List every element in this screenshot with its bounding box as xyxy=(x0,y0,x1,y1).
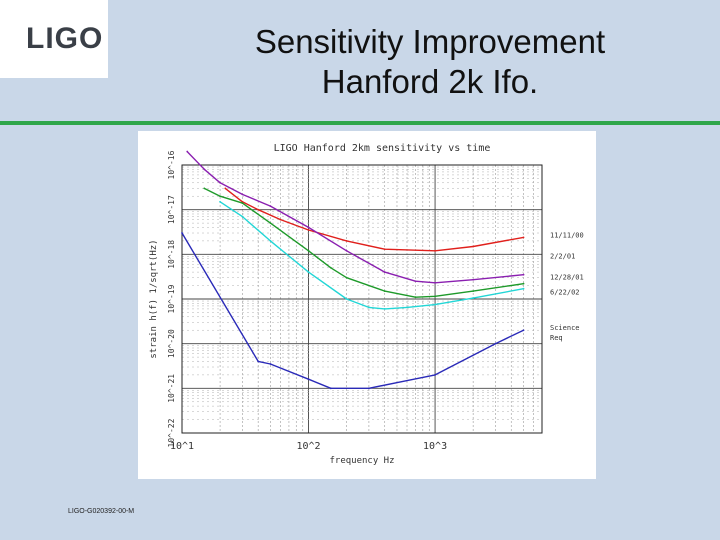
series-point-science-req xyxy=(522,329,525,332)
series-label: Req xyxy=(550,334,563,342)
series-point-11-11-00 xyxy=(307,229,310,231)
series-point-2-2-01 xyxy=(434,281,436,284)
series-point-12-28-01 xyxy=(472,290,475,293)
series-point-2-2-01 xyxy=(186,150,189,153)
series-point-11-11-00 xyxy=(472,245,475,248)
series-point-6-22-02 xyxy=(406,306,408,309)
series-point-6-22-02 xyxy=(241,215,244,218)
series-label: 12/28/01 xyxy=(550,274,584,282)
series-point-12-28-01 xyxy=(414,296,417,299)
series-label: 2/2/01 xyxy=(550,253,575,261)
series-point-6-22-02 xyxy=(368,306,370,309)
series-label: Science xyxy=(550,324,580,332)
series-point-6-22-02 xyxy=(472,297,475,299)
series-point-science-req xyxy=(257,360,260,363)
series-point-2-2-01 xyxy=(345,249,348,252)
chart-panel: LIGO Hanford 2km sensitivity vs time 10^1… xyxy=(138,131,596,479)
series-point-6-22-02 xyxy=(269,239,272,242)
series-point-11-11-00 xyxy=(257,208,260,211)
title-divider xyxy=(0,121,720,125)
y-tick-label: 10^-22 xyxy=(167,418,176,447)
chart-title: LIGO Hanford 2km sensitivity vs time xyxy=(274,143,491,154)
series-point-science-req xyxy=(434,373,436,376)
series-point-6-22-02 xyxy=(219,200,221,203)
series-point-12-28-01 xyxy=(329,266,332,269)
y-tick-label: 10^-20 xyxy=(167,329,176,358)
series-point-12-28-01 xyxy=(203,187,206,190)
series-point-11-11-00 xyxy=(383,248,386,251)
title-line-1: Sensitivity Improvement xyxy=(254,23,606,60)
series-point-12-28-01 xyxy=(241,202,244,205)
series-point-2-2-01 xyxy=(219,181,221,184)
series-point-12-28-01 xyxy=(522,282,525,285)
ligo-logo: LIGO xyxy=(26,22,104,55)
x-axis-label: frequency Hz xyxy=(329,456,394,466)
series-point-2-2-01 xyxy=(241,193,244,196)
series-point-2-2-01 xyxy=(522,273,525,276)
series-point-2-2-01 xyxy=(203,168,206,171)
series-point-science-req xyxy=(307,378,310,381)
series-point-2-2-01 xyxy=(414,280,417,283)
series-line-11-11-00 xyxy=(224,187,524,252)
series-label: 11/11/00 xyxy=(550,231,584,239)
y-tick-label: 10^-18 xyxy=(167,240,176,269)
slide-title: Sensitivity Improvement Hanford 2k Ifo. xyxy=(170,22,690,102)
series-point-11-11-00 xyxy=(434,249,436,252)
series-label: 6/22/02 xyxy=(550,289,580,297)
series-point-science-req xyxy=(181,232,183,234)
document-id: LIGO-G020392-00-M xyxy=(68,508,135,515)
series-point-12-28-01 xyxy=(383,290,386,293)
series-point-11-11-00 xyxy=(224,187,227,190)
series-point-6-22-02 xyxy=(434,303,436,306)
series-point-6-22-02 xyxy=(307,271,310,274)
series-point-science-req xyxy=(368,387,370,390)
series-point-11-11-00 xyxy=(522,236,525,239)
series-point-science-req xyxy=(269,363,272,365)
y-tick-label: 10^-21 xyxy=(167,374,176,403)
y-tick-label: 10^-17 xyxy=(167,195,176,224)
series-point-11-11-00 xyxy=(279,218,282,221)
series-point-11-11-00 xyxy=(345,239,348,242)
plot-frame xyxy=(181,164,543,434)
series-point-12-28-01 xyxy=(434,295,436,298)
y-tick-label: 10^-16 xyxy=(167,150,176,179)
sensitivity-chart: LIGO Hanford 2km sensitivity vs time 10^1… xyxy=(149,143,584,466)
series-point-12-28-01 xyxy=(219,195,221,198)
y-axis-label: strain h(f) 1/sqrt(Hz) xyxy=(149,239,159,358)
series-point-2-2-01 xyxy=(472,278,475,281)
series-point-6-22-02 xyxy=(522,287,525,290)
x-tick-label: 10^2 xyxy=(296,441,320,452)
series-line-6-22-02 xyxy=(219,201,524,310)
x-tick-label: 10^1 xyxy=(170,441,194,452)
x-tick-label: 10^3 xyxy=(423,441,447,452)
series-point-science-req xyxy=(329,387,332,390)
series-point-2-2-01 xyxy=(307,226,310,229)
series-point-2-2-01 xyxy=(269,205,272,208)
series-point-6-22-02 xyxy=(345,298,348,300)
series-line-2-2-01 xyxy=(186,151,524,284)
series-point-2-2-01 xyxy=(383,271,386,274)
y-tick-label: 10^-19 xyxy=(167,284,176,313)
series-point-12-28-01 xyxy=(269,222,272,225)
series-point-6-22-02 xyxy=(383,308,386,310)
series-point-12-28-01 xyxy=(345,276,348,279)
logo-panel: LIGO xyxy=(0,0,108,78)
title-line-2: Hanford 2k Ifo. xyxy=(321,63,539,100)
series-line-12-28-01 xyxy=(203,187,524,298)
series-point-science-req xyxy=(494,342,497,345)
series-point-12-28-01 xyxy=(307,249,310,252)
